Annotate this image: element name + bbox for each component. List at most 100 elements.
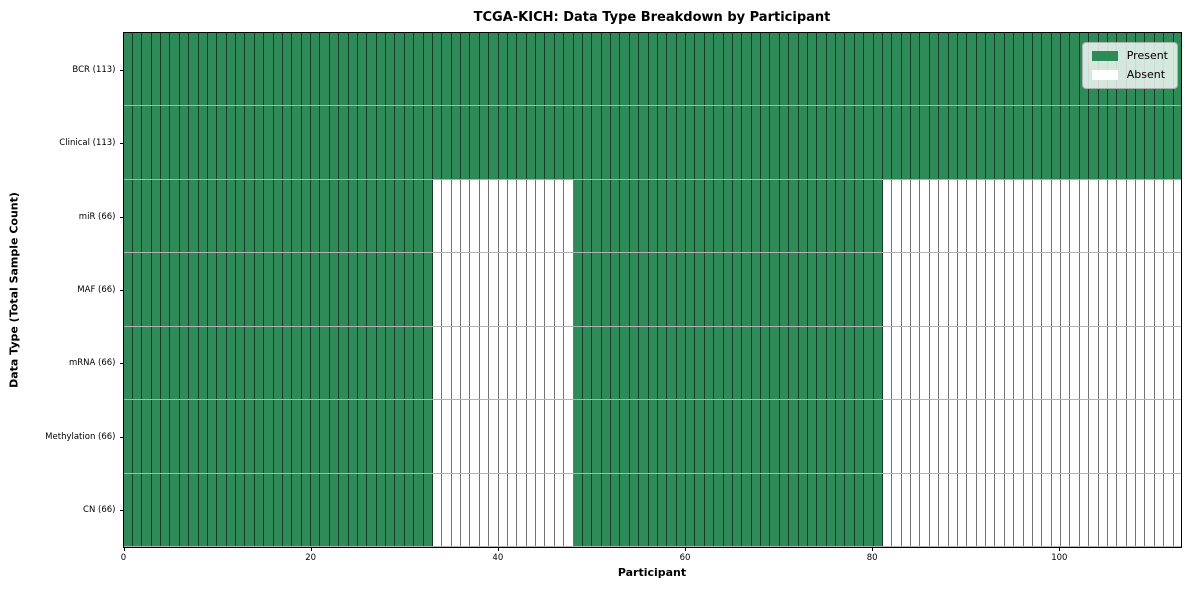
heatmap-cell (311, 179, 321, 253)
heatmap-cell (395, 33, 405, 106)
heatmap-cell (1023, 400, 1033, 473)
heatmap-cell (1070, 179, 1080, 253)
heatmap-cell (507, 179, 518, 253)
heatmap-cell (920, 253, 930, 326)
heatmap-cell (948, 400, 958, 473)
heatmap-cell (686, 106, 696, 179)
heatmap-cell (498, 106, 508, 179)
heatmap-cell (498, 33, 508, 106)
heatmap-cell (179, 326, 190, 400)
heatmap-cell (920, 326, 930, 400)
heatmap-cell (957, 400, 968, 473)
heatmap-cell (217, 400, 227, 473)
heatmap-cell (592, 106, 602, 179)
heatmap-cell (723, 253, 733, 326)
heatmap-cell (1070, 106, 1080, 179)
heatmap-cell (939, 179, 949, 253)
heatmap-cell (976, 106, 986, 179)
heatmap-cell (1004, 253, 1015, 326)
heatmap-cell (151, 33, 161, 106)
heatmap-cell (348, 326, 358, 400)
heatmap-cell (845, 400, 855, 473)
heatmap-cell (611, 400, 621, 473)
heatmap-cell (592, 253, 602, 326)
heatmap-cell (779, 400, 790, 473)
heatmap-cell (254, 106, 265, 179)
heatmap-cell (845, 326, 855, 400)
heatmap-cell (489, 33, 499, 106)
heatmap-cell (986, 253, 996, 326)
heatmap-cell (198, 179, 208, 253)
heatmap-cell (1117, 253, 1127, 326)
heatmap-row-methylation (123, 400, 1182, 474)
heatmap-cell (817, 33, 827, 106)
heatmap-cell (929, 473, 940, 546)
heatmap-cell (639, 179, 649, 253)
heatmap-cell (179, 106, 190, 179)
heatmap-cell (751, 106, 761, 179)
heatmap-cell (639, 473, 649, 546)
heatmap-cell (601, 33, 611, 106)
heatmap-cell (498, 253, 508, 326)
heatmap-cell (864, 179, 874, 253)
heatmap-cell (217, 33, 227, 106)
heatmap-cell (189, 106, 199, 179)
heatmap-cell (301, 400, 311, 473)
heatmap-cell (864, 326, 874, 400)
heatmap-cell (123, 179, 133, 253)
heatmap-cell (1061, 179, 1071, 253)
heatmap-cell (648, 400, 658, 473)
heatmap-cell (1014, 179, 1024, 253)
heatmap-cell (1014, 106, 1024, 179)
heatmap-cell (779, 326, 790, 400)
heatmap-cell (986, 473, 996, 546)
heatmap-cell (161, 473, 171, 546)
heatmap-cell (526, 400, 536, 473)
heatmap-cell (882, 326, 893, 400)
heatmap-cell (432, 33, 443, 106)
heatmap-cell (901, 326, 911, 400)
x-axis: 0 20 40 60 80 100 (121, 547, 1182, 577)
heatmap-cell (620, 473, 630, 546)
heatmap-cell (170, 179, 180, 253)
heatmap-cell (573, 106, 583, 179)
heatmap-cell (507, 473, 518, 546)
heatmap-cell (470, 253, 480, 326)
heatmap-cell (414, 179, 424, 253)
heatmap-cell (573, 473, 583, 546)
heatmap-cell (929, 33, 940, 106)
heatmap-cell (386, 106, 396, 179)
heatmap-cell (911, 326, 921, 400)
heatmap-cell (376, 33, 386, 106)
heatmap-cell (817, 179, 827, 253)
heatmap-cell (864, 33, 874, 106)
heatmap-cell (929, 400, 940, 473)
heatmap-cell (864, 400, 874, 473)
heatmap-cell (1042, 400, 1052, 473)
heatmap-cell (676, 179, 686, 253)
heatmap-cell (292, 179, 302, 253)
heatmap-cell (929, 179, 940, 253)
heatmap-cell (882, 253, 893, 326)
heatmap-cell (911, 106, 921, 179)
heatmap-cell (282, 473, 293, 546)
heatmap-cell (461, 33, 471, 106)
heatmap-cell (470, 33, 480, 106)
heatmap-cell (386, 473, 396, 546)
heatmap-cell (854, 253, 865, 326)
heatmap-cell (517, 106, 527, 179)
heatmap-cell (1164, 473, 1174, 546)
heatmap-cell (629, 400, 640, 473)
heatmap-cell (742, 106, 752, 179)
heatmap-cell (582, 473, 593, 546)
y-tick-mark (119, 510, 124, 512)
heatmap-cell (442, 473, 452, 546)
heatmap-cell (601, 253, 611, 326)
heatmap-cell (676, 33, 686, 106)
heatmap-cell (1014, 400, 1024, 473)
heatmap-cell (939, 253, 949, 326)
heatmap-cell (967, 400, 977, 473)
heatmap-cell (489, 400, 499, 473)
heatmap-cell (629, 253, 640, 326)
heatmap-cell (1004, 400, 1015, 473)
